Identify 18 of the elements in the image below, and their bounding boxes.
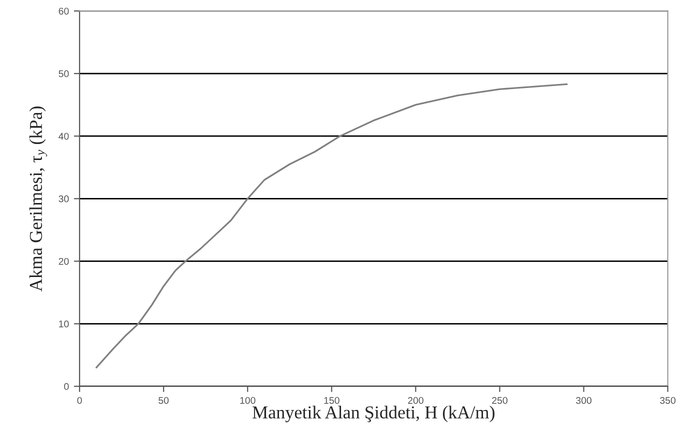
x-tick-label: 200: [408, 396, 424, 404]
y-tick-label: 40: [58, 132, 69, 140]
y-tick-label: 10: [59, 320, 69, 328]
x-tick-label: 100: [240, 396, 256, 404]
y-tick-label: 50: [58, 70, 69, 78]
y-tick-label: 0: [64, 383, 69, 390]
line-series: [96, 83, 568, 368]
y-axis-title: Akma Gerilmesi, τ$_{y}$ (kPa): [29, 106, 48, 292]
x-tick-label: 350: [660, 396, 676, 404]
x-axis-title: Manyetik Alan Şiddeti, H (kA/m): [252, 406, 494, 422]
x-tick-label: 150: [324, 396, 340, 404]
y-tick-label: 20: [58, 258, 69, 265]
y-tick-label: 60: [58, 8, 69, 15]
x-tick-label: 0: [77, 396, 82, 404]
x-tick-label: 250: [492, 396, 508, 404]
x-tick-label: 300: [576, 396, 592, 404]
y-tick-label: 30: [58, 195, 69, 202]
x-tick-label: 50: [158, 396, 169, 404]
